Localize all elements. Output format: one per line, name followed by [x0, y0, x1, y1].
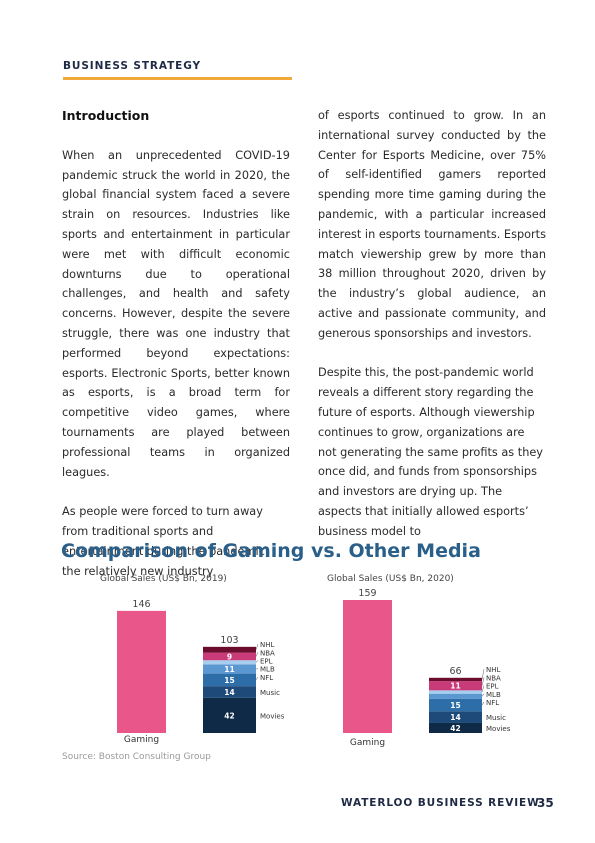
- legend-label-nba: NBA: [260, 649, 275, 657]
- data-label-mlb: 11: [224, 665, 234, 674]
- bar-segment-music: [203, 686, 256, 698]
- legend-label-movies: Movies: [486, 725, 511, 733]
- data-label-nba: 9: [227, 652, 232, 661]
- leader-line-epl: [481, 685, 485, 693]
- legend-label-mlb: MLB: [260, 666, 275, 674]
- data-label-nba: 11: [450, 682, 460, 691]
- leader-line-nhl: [255, 643, 259, 650]
- paragraph: Despite this, the post-pandemic world re…: [318, 366, 543, 538]
- bar-segment-epl: [429, 690, 482, 694]
- bar-segment-nfl: [203, 673, 256, 687]
- data-label-nfl: 15: [450, 701, 460, 710]
- bar-segment-nba: [429, 681, 482, 691]
- data-label-music: 14: [224, 688, 234, 697]
- legend-label-mlb: MLB: [486, 691, 501, 699]
- leader-line-nfl: [255, 676, 259, 681]
- page-number: 35: [537, 796, 554, 810]
- data-label-music: 14: [450, 713, 460, 722]
- legend-label-music: Music: [486, 714, 506, 722]
- article-left-column: Introduction When an unprecedented COVID…: [62, 106, 290, 581]
- legend-label-music: Music: [260, 689, 280, 697]
- data-label-gaming: 146: [132, 599, 150, 610]
- legend-label-nhl: NHL: [260, 641, 275, 649]
- data-label-movies: 42: [224, 711, 234, 720]
- bar-segment-music: [429, 711, 482, 723]
- chart-subtitle: Global Sales (US$ Bn, 2019): [100, 574, 227, 584]
- category-label-gaming: Gaming: [124, 735, 159, 745]
- section-label: BUSINESS STRATEGY: [63, 60, 202, 72]
- legend-label-epl: EPL: [486, 683, 499, 691]
- leader-line-nhl: [481, 669, 485, 680]
- bar-gaming: [343, 600, 392, 733]
- bar-segment-mlb: [203, 664, 256, 674]
- section-rule: [63, 77, 292, 80]
- legend-label-nba: NBA: [486, 674, 501, 682]
- figure-source: Source: Boston Consulting Group: [62, 752, 211, 762]
- paragraph: As people were forced to turn away from …: [62, 505, 269, 578]
- leader-line-nfl: [481, 701, 485, 706]
- leader-line-nba: [255, 652, 259, 657]
- bar-segment-nba: [203, 652, 256, 661]
- data-label-nfl: 15: [224, 676, 234, 685]
- data-label-gaming: 159: [358, 588, 376, 599]
- legend-label-epl: EPL: [260, 657, 273, 665]
- chart-subtitle: Global Sales (US$ Bn, 2020): [327, 574, 454, 584]
- legend-label-nfl: NFL: [260, 674, 273, 682]
- leader-line-epl: [255, 660, 259, 663]
- bar-segment-movies: [429, 722, 482, 733]
- legend-label-nfl: NFL: [486, 699, 499, 707]
- bar-segment-nfl: [429, 698, 482, 712]
- bar-segment-mlb: [429, 693, 482, 699]
- intro-heading: Introduction: [62, 108, 150, 123]
- bar-segment-epl: [203, 660, 256, 665]
- paragraph: When an unprecedented COVID-19 pandemic …: [62, 148, 290, 479]
- leader-line-mlb: [481, 693, 485, 697]
- bar-segment-movies: [203, 697, 256, 733]
- bar-segment-nhl: [203, 646, 256, 653]
- bar-gaming: [117, 610, 166, 733]
- data-label-other-total: 103: [220, 635, 238, 646]
- data-label-movies: 42: [450, 724, 460, 733]
- category-label-gaming: Gaming: [350, 738, 385, 748]
- footer-brand: WATERLOO BUSINESS REVIEW: [341, 797, 540, 809]
- data-label-other-total: 66: [449, 666, 461, 677]
- legend-label-nhl: NHL: [486, 666, 501, 674]
- bar-segment-nhl: [429, 677, 482, 682]
- leader-line-nba: [481, 677, 485, 686]
- article-right-column: of esports continued to grow. In an inte…: [318, 106, 546, 542]
- paragraph: of esports continued to grow. In an inte…: [318, 109, 546, 340]
- legend-label-movies: Movies: [260, 712, 285, 720]
- figure-title: Comparison of Gaming vs. Other Media: [61, 540, 481, 562]
